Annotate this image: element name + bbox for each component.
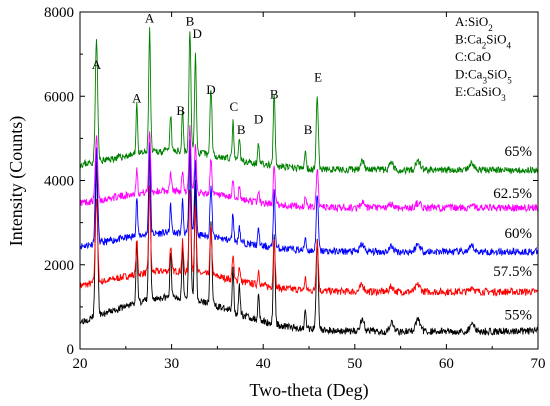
peak-label: A bbox=[92, 57, 102, 72]
series-line bbox=[79, 124, 539, 213]
x-tick-label: 30 bbox=[164, 356, 179, 372]
legend-entry: C:CaO bbox=[455, 49, 491, 64]
y-tick-label: 8000 bbox=[44, 5, 74, 21]
y-axis-title: Intensity (Counts) bbox=[6, 116, 27, 247]
plot-lines bbox=[79, 27, 539, 336]
x-tick-label: 70 bbox=[531, 356, 546, 372]
peak-label: A bbox=[132, 91, 142, 106]
x-axis-title: Two-theta (Deg) bbox=[249, 380, 368, 401]
series-label: 60% bbox=[505, 226, 533, 242]
series-label: 55% bbox=[505, 308, 533, 324]
x-tick-label: 40 bbox=[256, 356, 271, 372]
peak-label: C bbox=[230, 99, 239, 114]
x-tick-label: 20 bbox=[73, 356, 88, 372]
y-tick-label: 4000 bbox=[44, 174, 74, 190]
series-line bbox=[79, 146, 539, 336]
x-tick-label: 50 bbox=[347, 356, 362, 372]
legend-entry: B:Ca2SiO4 bbox=[455, 32, 511, 51]
legend-entry: A:SiO2 bbox=[455, 14, 493, 33]
series-line bbox=[79, 139, 539, 257]
legend-entry: D:Ca3SiO5 bbox=[455, 67, 512, 86]
series-label: 62.5% bbox=[493, 186, 532, 202]
series-line bbox=[79, 185, 539, 297]
peak-label: B bbox=[270, 86, 279, 101]
x-tick-label: 60 bbox=[439, 356, 454, 372]
series-label: 57.5% bbox=[493, 264, 532, 280]
peak-label: D bbox=[193, 26, 202, 41]
legend-entry: E:CaSiO3 bbox=[455, 84, 506, 103]
peak-label: E bbox=[314, 70, 322, 85]
y-tick-label: 2000 bbox=[44, 258, 74, 274]
axis-ticks: 20 30 40 50 60 70 0 2000 4000 6000 8000 bbox=[44, 5, 546, 372]
peak-label: B bbox=[176, 103, 185, 118]
peak-label: B bbox=[304, 122, 313, 137]
series-line bbox=[79, 27, 539, 176]
series-label: 65% bbox=[505, 144, 533, 160]
peak-label: B bbox=[186, 13, 195, 28]
peak-label: A bbox=[145, 11, 155, 26]
y-tick-label: 0 bbox=[67, 342, 75, 358]
y-tick-label: 6000 bbox=[44, 89, 74, 105]
series-labels: 55% 57.5% 60% 62.5% 65% bbox=[493, 144, 532, 323]
peak-label: D bbox=[206, 82, 215, 97]
peak-label: B bbox=[237, 122, 246, 137]
peak-label: D bbox=[254, 112, 263, 127]
